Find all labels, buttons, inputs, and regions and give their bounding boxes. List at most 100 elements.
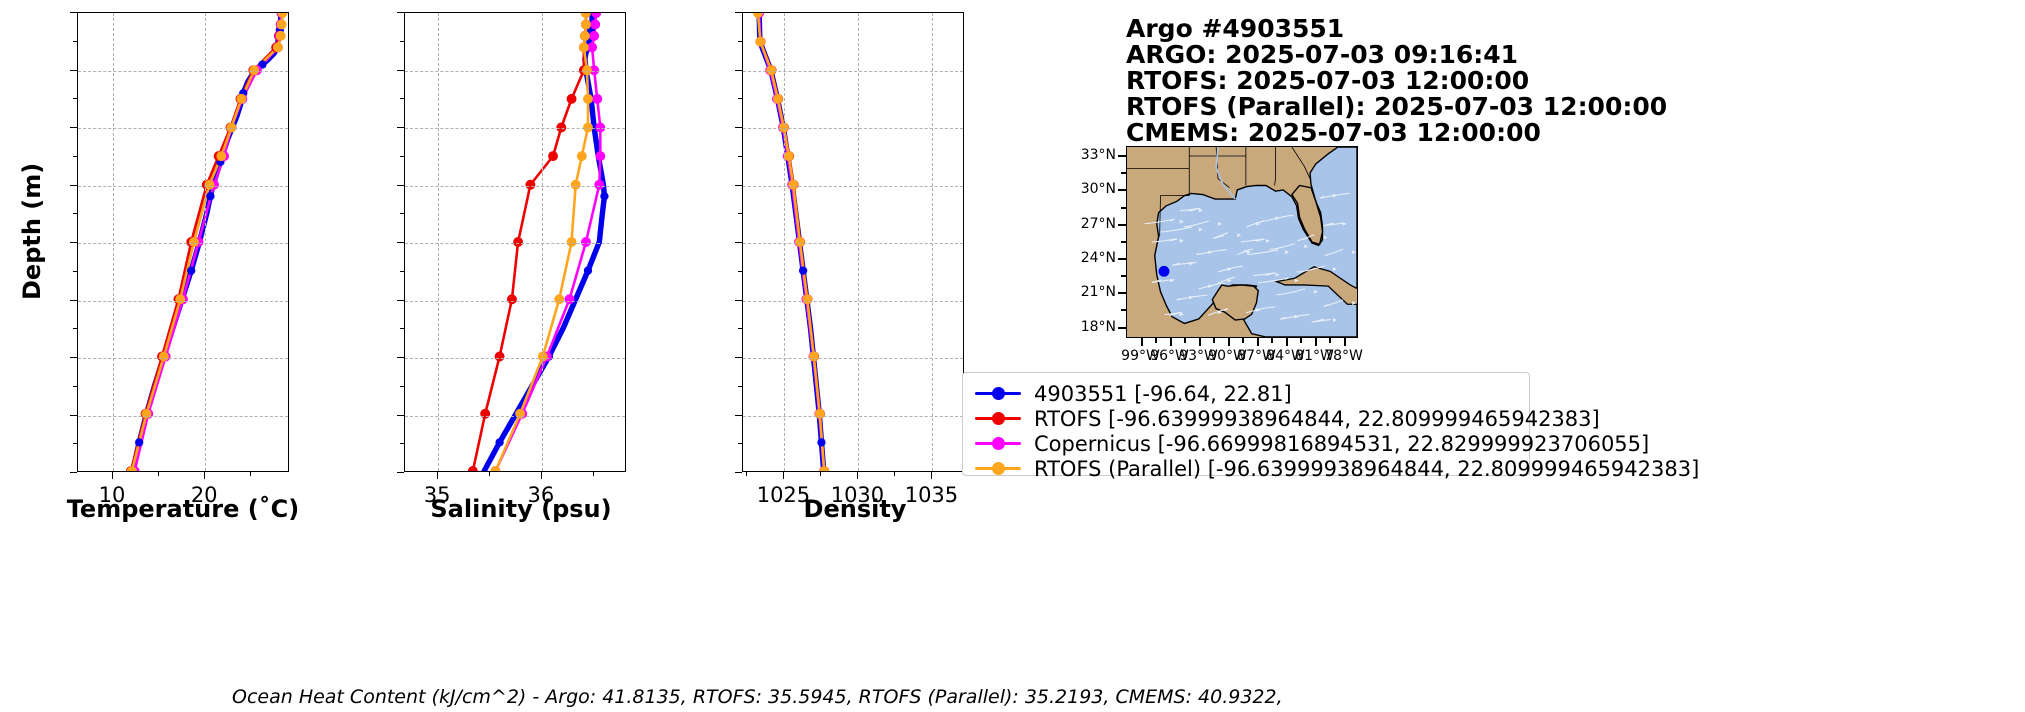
- streamline-arrow: [1256, 221, 1261, 226]
- series-marker-0: [135, 438, 144, 447]
- x-tick-label: 1030: [830, 483, 885, 507]
- streamline: [1171, 261, 1197, 266]
- salinity-series-canvas: [467, 8, 609, 476]
- gridline-horizontal: [78, 358, 288, 359]
- x-tick-label: 1035: [904, 483, 959, 507]
- streamline: [1323, 299, 1344, 307]
- series-marker-3: [788, 179, 799, 190]
- streamline-arrow: [1227, 267, 1232, 272]
- gridline-horizontal: [405, 243, 625, 244]
- map-border: [1291, 147, 1311, 179]
- gridline-horizontal: [78, 243, 288, 244]
- map-x-minor-tickmark: [1329, 338, 1331, 343]
- map-y-tickmark: [1118, 223, 1126, 226]
- y-tickmark: [735, 299, 742, 301]
- y-tickmark: [735, 127, 742, 128]
- y-tickmark: [735, 472, 742, 473]
- legend-label-rtofs: RTOFS [-96.63999938964844, 22.8099994659…: [1034, 406, 1600, 431]
- streamline: [1176, 294, 1208, 301]
- map-y-tickmark: [1118, 155, 1126, 158]
- gridline-horizontal: [78, 185, 288, 187]
- streamline: [1323, 222, 1344, 227]
- map-float-marker[interactable]: [1158, 265, 1170, 277]
- map-x-minor-tickmark: [1184, 338, 1186, 343]
- map-lon-label: 90°W: [1208, 348, 1247, 364]
- streamline: [1311, 318, 1331, 323]
- legend-item-rtofs[interactable]: RTOFS [-96.63999938964844, 22.8099994659…: [975, 406, 1600, 431]
- map-x-minor-tickmark: [1155, 338, 1157, 343]
- x-minor-tickmark: [592, 472, 594, 476]
- series-marker-3: [175, 294, 186, 305]
- x-minor-tickmark: [489, 472, 491, 476]
- map-x-minor-tickmark: [1169, 338, 1172, 343]
- y-minor-tickmark: [73, 213, 77, 215]
- series-marker-0: [187, 266, 196, 275]
- y-minor-tickmark: [738, 443, 742, 445]
- series-marker-1: [548, 151, 558, 162]
- map-florida: [1291, 184, 1324, 246]
- gridline-horizontal: [405, 415, 625, 417]
- y-tickmark: [735, 242, 742, 243]
- y-tickmark: [735, 357, 742, 358]
- header-line-0: Argo #4903551: [1126, 14, 1345, 43]
- map-x-minor-tickmark: [1242, 338, 1244, 343]
- streamline-arrow: [1198, 227, 1203, 232]
- map-y-tickmark: [1118, 326, 1126, 329]
- legend-item-copernicus[interactable]: Copernicus [-96.66999816894531, 22.82999…: [975, 431, 1649, 456]
- map-lon-label: 96°W: [1150, 348, 1189, 364]
- streamline-arrow: [1304, 244, 1309, 249]
- x-minor-tickmark: [746, 472, 748, 476]
- series-line-0: [130, 10, 284, 474]
- y-tickmark: [735, 12, 742, 13]
- legend-item-rtofs-parallel[interactable]: RTOFS (Parallel) [-96.63999938964844, 22…: [975, 456, 1699, 481]
- legend-label-rtofs-parallel: RTOFS (Parallel) [-96.63999938964844, 22…: [1034, 456, 1700, 481]
- header-line-1: ARGO: 2025-07-03 09:16:41: [1126, 40, 1519, 69]
- streamline-arrow: [1275, 272, 1280, 277]
- y-minor-tickmark: [400, 443, 404, 445]
- gridline-horizontal: [405, 70, 625, 72]
- series-marker-3: [515, 408, 526, 419]
- series-marker-3: [141, 408, 152, 419]
- series-marker-3: [578, 42, 589, 53]
- salinity-axis-title: Salinity (psu): [430, 495, 612, 523]
- y-minor-tickmark: [400, 328, 404, 330]
- y-minor-tickmark: [738, 40, 742, 42]
- series-marker-0: [600, 192, 609, 201]
- streamline-arrow: [1179, 312, 1184, 317]
- map-x-minor-tickmark: [1227, 338, 1230, 343]
- streamline: [1212, 232, 1229, 239]
- series-marker-3: [490, 466, 501, 476]
- legend-swatch-rtofs-parallel: [975, 462, 1021, 476]
- streamline: [1297, 234, 1315, 242]
- density-plot-area: [742, 8, 964, 476]
- map-y-minor-tickmark: [1121, 309, 1126, 312]
- series-marker-1: [494, 351, 505, 362]
- series-marker-2: [595, 151, 606, 162]
- series-marker-2: [564, 294, 575, 305]
- map-y-tickmark: [1118, 292, 1126, 295]
- streamline-arrow: [1294, 314, 1299, 319]
- streamline-arrow: [1237, 233, 1242, 238]
- series-marker-1: [525, 179, 536, 190]
- streamline: [1269, 243, 1296, 250]
- y-tickmark: [397, 414, 404, 416]
- streamline: [1164, 311, 1182, 316]
- streamline-arrow: [1189, 295, 1194, 300]
- x-minor-tickmark: [820, 472, 822, 476]
- map-cuba: [1274, 266, 1357, 305]
- map-lon-label: 78°W: [1324, 348, 1363, 364]
- streamline-arrow: [1333, 267, 1338, 272]
- y-tickmark: [70, 12, 77, 13]
- y-minor-tickmark: [73, 328, 77, 330]
- y-minor-tickmark: [400, 155, 404, 157]
- map-lon-label: 81°W: [1295, 348, 1334, 364]
- legend-item-argo[interactable]: 4903551 [-96.64, 22.81]: [975, 381, 1517, 406]
- y-minor-tickmark: [73, 98, 77, 100]
- gridline-horizontal: [78, 300, 288, 302]
- series-marker-3: [766, 65, 777, 76]
- y-minor-tickmark: [73, 40, 77, 42]
- streamline: [1253, 272, 1276, 277]
- header-line-3: RTOFS (Parallel): 2025-07-03 12:00:00: [1126, 92, 1668, 121]
- map-current-streamlines: [1144, 192, 1357, 323]
- y-tickmark: [397, 69, 404, 71]
